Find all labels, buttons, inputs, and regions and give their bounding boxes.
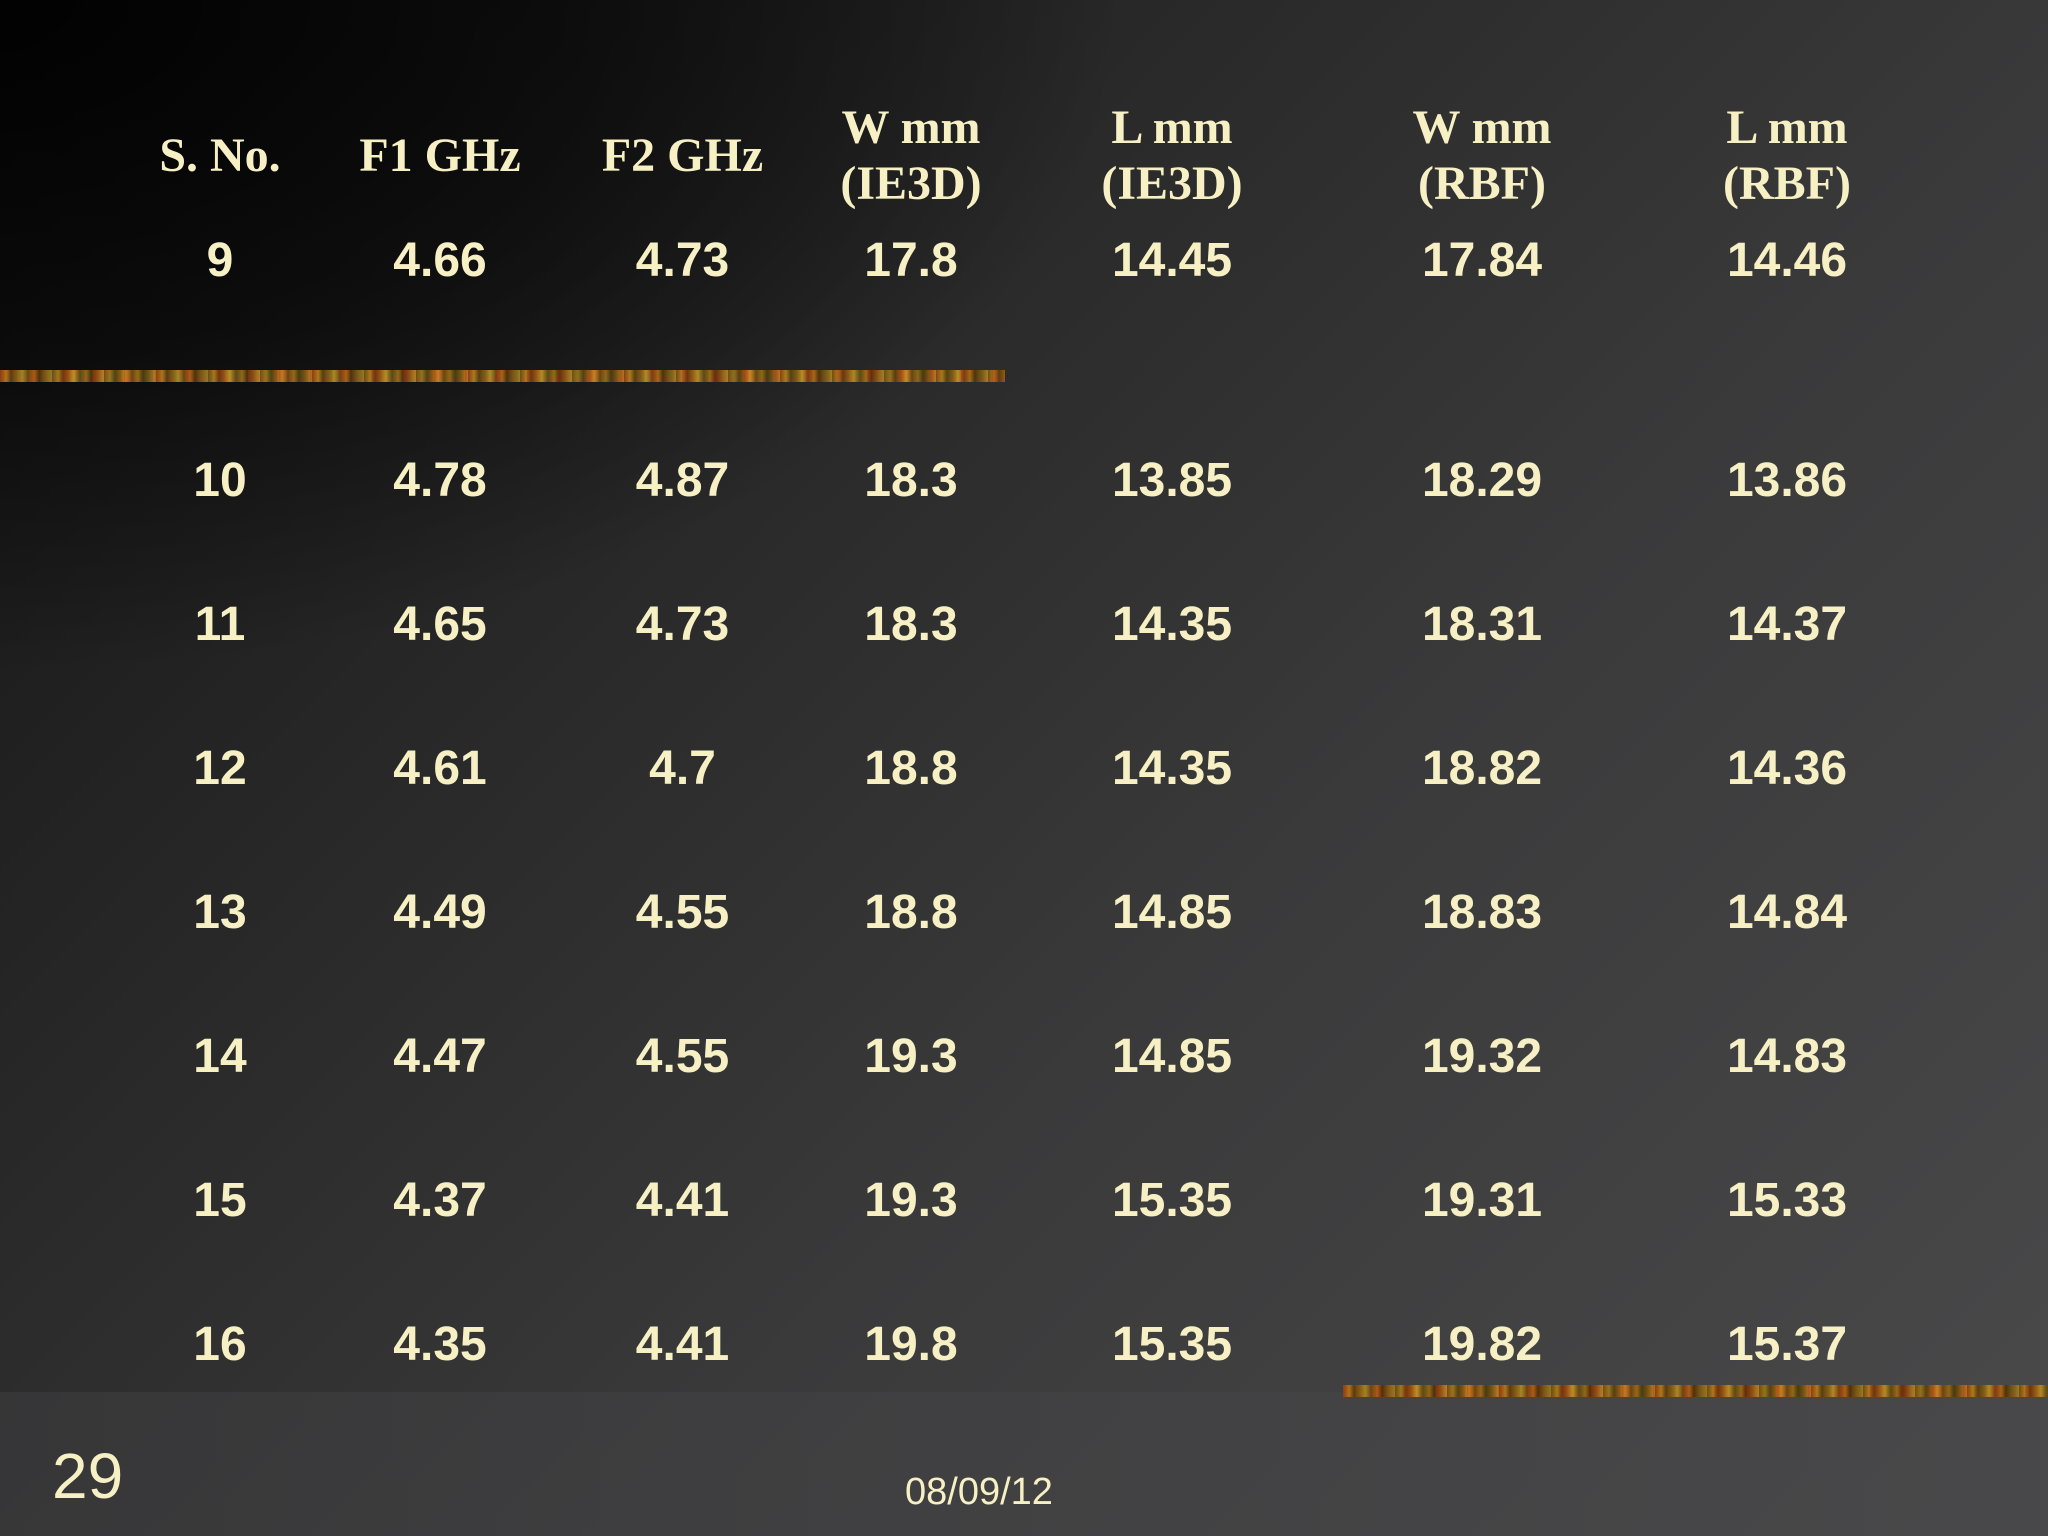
table-cell: 15.37 [1726, 1317, 1848, 1371]
header-line: L mm [1726, 101, 1848, 154]
header-line: W mm [1412, 101, 1552, 154]
table-cell: 19.3 [864, 1173, 958, 1227]
header-cell: S. No. [120, 92, 320, 220]
table-row: 10 4.78 4.87 18.3 13.85 18.29 13.86 [120, 300, 1937, 552]
table-body: 9 4.66 4.73 17.8 14.45 17.84 14.46 10 4.… [120, 220, 1937, 1416]
header-row: S. No. F1 GHz F2 GHz W mm (IE3D) L mm (I… [120, 92, 1937, 220]
table-cell: 4.7 [649, 741, 716, 795]
header-cell: F2 GHz [560, 92, 805, 220]
table-cell: 18.3 [864, 454, 958, 507]
header-cell: W mm (IE3D) [805, 92, 1017, 220]
table-cell: 18.31 [1421, 597, 1543, 651]
data-table: S. No. F1 GHz F2 GHz W mm (IE3D) L mm (I… [120, 92, 1937, 1416]
table-cell: 17.84 [1421, 233, 1543, 287]
table-cell: 15.33 [1726, 1173, 1848, 1227]
header-line: (IE3D) [840, 157, 982, 210]
table-cell: 4.41 [635, 1173, 730, 1227]
table-cell: 18.8 [864, 885, 958, 939]
decorative-stripe-top [0, 370, 1005, 382]
table-cell: 19.32 [1421, 1029, 1543, 1083]
header-line: F1 GHz [359, 129, 521, 182]
header-line: F2 GHz [601, 129, 764, 182]
table-row: 9 4.66 4.73 17.8 14.45 17.84 14.46 [120, 220, 1937, 300]
table-row: 13 4.49 4.55 18.8 14.85 18.83 14.84 [120, 840, 1937, 984]
table-cell: 17.8 [864, 233, 958, 287]
table-cell: 4.61 [393, 741, 487, 795]
table-cell: 4.73 [635, 233, 730, 287]
table-cell: 14.45 [1111, 233, 1233, 287]
table-row: 14 4.47 4.55 19.3 14.85 19.32 14.83 [120, 984, 1937, 1128]
decorative-stripe-bottom [1343, 1385, 2048, 1397]
table-cell: 18.3 [864, 597, 958, 651]
slide-number: 29 [52, 1440, 124, 1512]
table-cell: 4.49 [393, 885, 487, 939]
table-cell: 10 [193, 454, 247, 507]
table-cell: 4.66 [393, 233, 487, 287]
table-cell: 13.86 [1726, 454, 1848, 507]
table-cell: 15 [193, 1173, 247, 1227]
header-line: S. No. [159, 129, 281, 182]
table-cell: 15.35 [1111, 1173, 1233, 1227]
header-line: (RBF) [1418, 157, 1546, 210]
table-cell: 4.87 [635, 454, 730, 507]
table-row: 15 4.37 4.41 19.3 15.35 19.31 15.33 [120, 1128, 1937, 1272]
table-cell: 12 [193, 741, 247, 795]
table-cell: 14.35 [1111, 597, 1233, 651]
table-cell: 4.55 [635, 885, 730, 939]
table-cell: 19.8 [864, 1317, 958, 1371]
table-cell: 18.29 [1421, 454, 1543, 507]
footer-band [0, 1392, 2048, 1536]
header-cell: L mm (IE3D) [1017, 92, 1327, 220]
table-cell: 11 [194, 597, 246, 651]
table-row: 11 4.65 4.73 18.3 14.35 18.31 14.37 [120, 552, 1937, 696]
table-cell: 4.41 [635, 1317, 730, 1371]
slide-date: 08/09/12 [905, 1471, 1053, 1513]
table-cell: 4.47 [393, 1029, 487, 1083]
table-cell: 13.85 [1111, 454, 1233, 507]
header-cell: W mm (RBF) [1327, 92, 1637, 220]
header-cell: L mm (RBF) [1637, 92, 1937, 220]
table-cell: 16 [193, 1317, 247, 1371]
table-cell: 14.85 [1111, 885, 1233, 939]
table-cell: 18.83 [1421, 885, 1543, 939]
table-cell: 9 [206, 233, 234, 287]
table-cell: 4.65 [393, 597, 487, 651]
table-cell: 19.82 [1421, 1317, 1543, 1371]
table-cell: 14.84 [1726, 885, 1848, 939]
table-cell: 14 [193, 1029, 247, 1083]
header-cell: F1 GHz [320, 92, 560, 220]
table-cell: 14.35 [1111, 741, 1233, 795]
table-cell: 4.73 [635, 597, 730, 651]
table-cell: 14.83 [1726, 1029, 1848, 1083]
table-cell: 13 [193, 885, 247, 939]
table-cell: 14.36 [1726, 741, 1848, 795]
table-cell: 19.31 [1421, 1173, 1543, 1227]
table-cell: 4.37 [393, 1173, 487, 1227]
header-line: W mm [841, 101, 981, 154]
table-cell: 4.55 [635, 1029, 730, 1083]
table-cell: 18.8 [864, 741, 958, 795]
table-cell: 4.35 [393, 1317, 487, 1371]
table-cell: 15.35 [1111, 1317, 1233, 1371]
table-cell: 4.78 [393, 454, 487, 507]
header-line: (IE3D) [1101, 157, 1243, 210]
table-cell: 18.82 [1421, 741, 1543, 795]
table-cell: 19.3 [864, 1029, 958, 1083]
table-cell: 14.46 [1726, 233, 1848, 287]
table-row: 16 4.35 4.41 19.8 15.35 19.82 15.37 [120, 1272, 1937, 1416]
table-row: 12 4.61 4.7 18.8 14.35 18.82 14.36 [120, 696, 1937, 840]
header-line: (RBF) [1723, 157, 1851, 210]
table-cell: 14.37 [1726, 597, 1848, 651]
header-line: L mm [1111, 101, 1233, 154]
table-cell: 14.85 [1111, 1029, 1233, 1083]
